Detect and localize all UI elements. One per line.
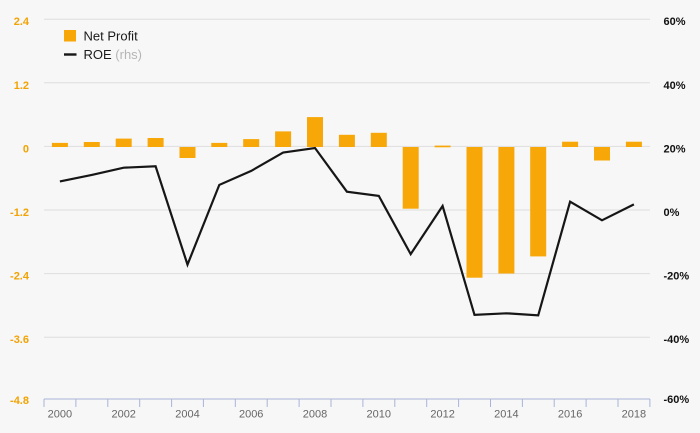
svg-text:-4.8: -4.8 <box>10 395 29 407</box>
svg-text:ROE (rhs): ROE (rhs) <box>84 47 143 62</box>
svg-text:2014: 2014 <box>494 409 518 421</box>
svg-text:Net Profit: Net Profit <box>84 29 139 44</box>
svg-text:0%: 0% <box>664 207 680 219</box>
svg-text:-60%: -60% <box>664 394 690 406</box>
svg-text:2008: 2008 <box>303 409 327 421</box>
svg-text:2018: 2018 <box>622 409 646 421</box>
svg-text:1.2: 1.2 <box>14 80 29 92</box>
svg-text:2000: 2000 <box>48 409 72 421</box>
svg-text:-20%: -20% <box>664 271 690 283</box>
svg-text:2006: 2006 <box>239 409 263 421</box>
svg-text:0: 0 <box>23 143 29 155</box>
svg-text:-1.2: -1.2 <box>10 207 29 219</box>
svg-text:-40%: -40% <box>664 334 690 346</box>
svg-text:40%: 40% <box>664 80 686 92</box>
svg-text:2002: 2002 <box>111 409 135 421</box>
svg-text:-2.4: -2.4 <box>10 271 30 283</box>
svg-text:2012: 2012 <box>430 409 454 421</box>
svg-text:-3.6: -3.6 <box>10 334 29 346</box>
svg-text:2016: 2016 <box>558 409 582 421</box>
svg-text:2010: 2010 <box>367 409 391 421</box>
svg-text:20%: 20% <box>664 143 686 155</box>
svg-text:2004: 2004 <box>175 409 199 421</box>
svg-text:60%: 60% <box>664 16 686 28</box>
svg-text:2.4: 2.4 <box>14 16 30 28</box>
